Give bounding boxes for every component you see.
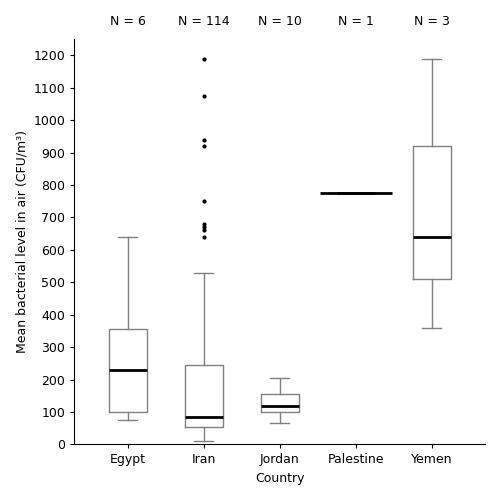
X-axis label: Country: Country	[255, 472, 304, 485]
Text: N = 114: N = 114	[178, 15, 230, 28]
Text: N = 3: N = 3	[414, 15, 450, 28]
Text: N = 1: N = 1	[338, 15, 374, 28]
Y-axis label: Mean bacterial level in air (CFU/m³): Mean bacterial level in air (CFU/m³)	[15, 130, 28, 354]
Text: N = 10: N = 10	[258, 15, 302, 28]
Text: N = 6: N = 6	[110, 15, 146, 28]
